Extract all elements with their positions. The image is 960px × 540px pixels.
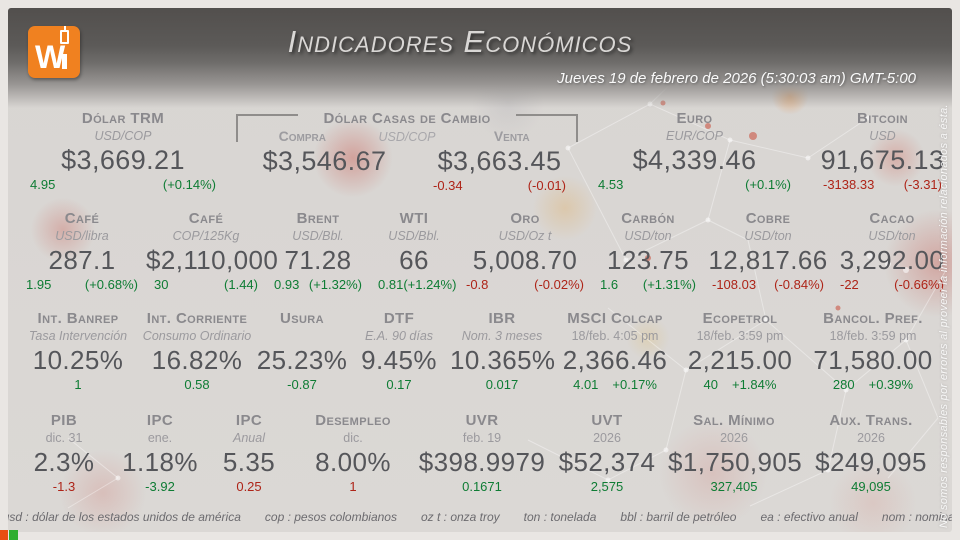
indicator-aux-trans: Aux. Trans. 2026 $249,095 49,095 <box>815 412 927 494</box>
buy-sell-values: $3,546.67 $3,663.45 -0.34 (-0.01) <box>232 145 582 194</box>
indicator-change: 4.95 (+0.14%) <box>30 177 216 192</box>
footer-abbreviations: usd : dólar de los estados unidos de amé… <box>8 510 952 524</box>
indicator-change: -3138.33 (-3.31) <box>823 177 942 192</box>
header-band <box>8 8 952 108</box>
buy-label: Compra <box>278 128 326 144</box>
indicator-ibr: IBR Nom. 3 meses 10.365% 0.017 <box>450 310 556 392</box>
indicator-change: -0.34 (-0.01) <box>433 178 566 193</box>
indicator-cacao: Cacao USD/ton 3,292.00 -22 (-0.66%) <box>839 210 945 292</box>
indicator-bitcoin: Bitcoin USD 91,675.13 -3138.33 (-3.31) <box>807 110 952 194</box>
indicator-int-banrep: Int. Banrep Tasa Intervención 10.25% 1 <box>28 310 128 392</box>
indicator-uvr: UVR feb. 19 $398.9979 0.1671 <box>418 412 546 494</box>
indicator-euro: Euro EUR/COP $4,339.46 4.53 (+0.1%) <box>582 110 807 194</box>
indicator-unit: USD/COP <box>378 130 436 144</box>
indicator-cobre: Cobre USD/ton 12,817.66 -108.03 (-0.84%) <box>708 210 828 292</box>
indicator-uvt: UVT 2026 $52,374 2,575 <box>558 412 656 494</box>
indicator-label: Dólar Casas de Cambio <box>323 110 491 127</box>
abbr-ea: ea : efectivo anual <box>760 510 858 524</box>
abbr-nom: nom : nominal <box>881 510 952 524</box>
indicator-dtf: DTF E.A. 90 días 9.45% 0.17 <box>361 310 437 392</box>
indicator-label: Bitcoin <box>857 110 908 127</box>
datetime-display: Jueves 19 de febrero de 2026 (5:30:03 am… <box>557 70 916 87</box>
indicator-msci-colcap: MSCI Colcap 18/feb. 4:05 pm 2,366.46 4.0… <box>562 310 668 392</box>
logo-letter: W <box>35 39 65 75</box>
indicator-ipc-mensual: IPC ene. 1.18% -3.92 <box>122 412 198 494</box>
logo-i-stem <box>62 54 67 69</box>
disclaimer-vertical: No somos responsables por errores al pro… <box>938 104 950 528</box>
abbr-ozt: oz t : onza troy <box>420 510 500 524</box>
indicator-usura: Usura 25.23% -0.87 <box>256 310 348 392</box>
indicator-value: $4,339.46 <box>632 145 757 175</box>
sell-value: $3,663.45 <box>437 146 562 176</box>
sell-label: Venta <box>493 128 530 144</box>
currencies-row: Dólar TRM USD/COP $3,669.21 4.95 (+0.14%… <box>8 110 952 194</box>
macro-row: PIB dic. 31 2.3% -1.3 IPC ene. 1.18% -3.… <box>8 412 942 495</box>
indicator-ecopetrol: Ecopetrol 18/feb. 3:59 pm 2,215.00 40 +1.… <box>687 310 793 392</box>
abbr-cop: cop : pesos colombianos <box>264 510 397 524</box>
indicator-dolar-trm: Dólar TRM USD/COP $3,669.21 4.95 (+0.14%… <box>14 110 232 194</box>
taskbar-green-square <box>9 530 18 540</box>
candlestick-wick <box>63 26 66 32</box>
indicator-casas-cambio: Dólar Casas de Cambio Compra USD/COP Ven… <box>232 110 582 194</box>
buy-sell-header: Compra USD/COP Venta <box>232 128 582 145</box>
indicator-value: 91,675.13 <box>820 145 945 175</box>
indicator-int-corriente: Int. Corriente Consumo Ordinario 16.82% … <box>142 310 252 392</box>
page-title: Indicadores Económicos <box>287 24 633 59</box>
indicator-cafe-cop: Café COP/125Kg $2,110,000 30 (1.44) <box>146 210 279 292</box>
indicator-label: Euro <box>676 110 713 127</box>
indicator-pib: PIB dic. 31 2.3% -1.3 <box>33 412 95 494</box>
indicator-value: $3,669.21 <box>61 145 185 175</box>
indicator-label: Dólar TRM <box>81 110 165 127</box>
indicator-ipc-anual: IPC Anual 5.35 0.25 <box>222 412 276 494</box>
app-logo: W <box>28 26 80 78</box>
right-bracket-decoration <box>516 114 578 142</box>
indicator-unit: USD <box>869 129 896 143</box>
buy-value: $3,546.67 <box>262 146 387 176</box>
taskbar-orange-square <box>0 530 8 540</box>
indicator-carbon: Carbón USD/ton 123.75 1.6 (+1.31%) <box>600 210 696 292</box>
indicator-oro: Oro USD/Oz t 5,008.70 -0.8 (-0.02%) <box>466 210 584 292</box>
indicator-change: 4.53 (+0.1%) <box>598 177 791 192</box>
indicator-cafe-usd: Café USD/libra 287.1 1.95 (+0.68%) <box>26 210 138 292</box>
indicator-bancol-pref: Bancol. Pref. 18/feb. 3:59 pm 71,580.00 … <box>813 310 933 392</box>
indicator-wti: WTI USD/Bbl. 66 0.81 (+1.24%) <box>378 210 457 292</box>
abbr-bbl: bbl : barril de petróleo <box>620 510 737 524</box>
indicator-desempleo: Desempleo dic. 8.00% 1 <box>315 412 391 494</box>
left-bracket-decoration <box>236 114 298 142</box>
abbr-usd: usd : dólar de los estados unidos de amé… <box>8 510 241 524</box>
indicator-brent: Brent USD/Bbl. 71.28 0.93 (+1.32%) <box>274 210 362 292</box>
commodities-row: Café USD/libra 287.1 1.95 (+0.68%) Café C… <box>8 210 952 293</box>
indicator-unit: EUR/COP <box>666 129 723 143</box>
rates-stocks-row: Int. Banrep Tasa Intervención 10.25% 1 I… <box>8 310 942 393</box>
indicator-unit: USD/COP <box>94 129 152 143</box>
abbr-ton: ton : tonelada <box>523 510 597 524</box>
indicator-sal-minimo: Sal. Mínimo 2026 $1,750,905 327,405 <box>668 412 803 494</box>
main-panel: W Indicadores Económicos Jueves 19 de fe… <box>8 8 952 532</box>
